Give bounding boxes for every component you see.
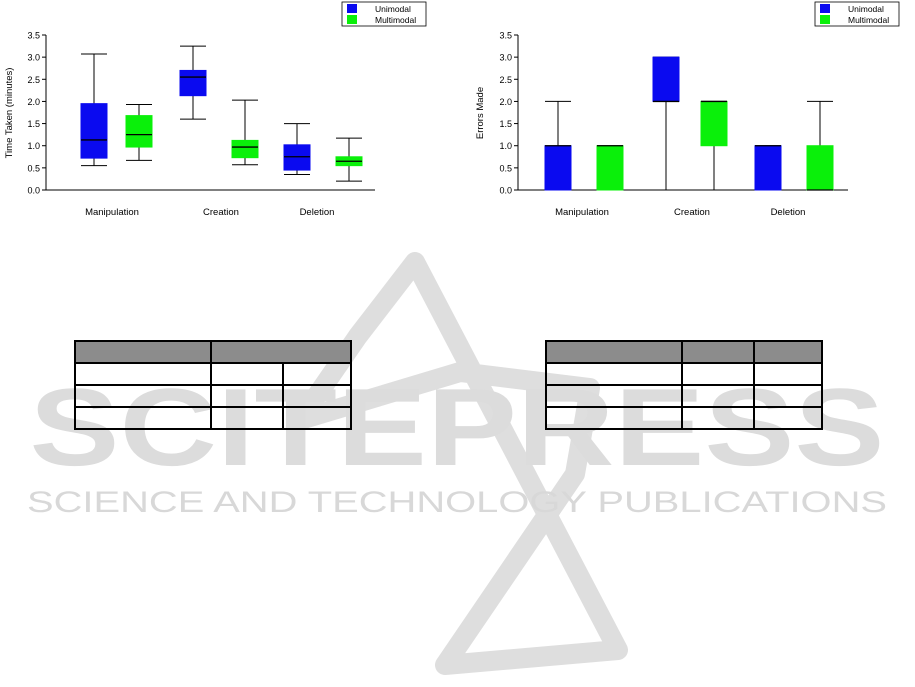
category-label: Deletion	[300, 207, 335, 218]
category-label: Deletion	[771, 207, 806, 218]
table-cell	[74, 406, 212, 430]
box-body	[125, 115, 153, 148]
y-tick-label: 1.0	[499, 141, 512, 151]
category-label: Manipulation	[85, 207, 139, 218]
y-axis-label: Errors Made	[475, 87, 486, 139]
table-cell	[282, 406, 352, 430]
category-label: Creation	[674, 207, 710, 218]
table-cell	[74, 384, 212, 408]
boxplot-chart-2: 0.0 0.5 1.0 1.5 2.0 2.5 3.0 3.5 Errors Made Manip…	[475, 1, 900, 218]
table-cell	[210, 406, 284, 430]
box-body	[700, 100, 728, 147]
box-multimodal-manipulation	[125, 104, 153, 161]
y-tick-label: 3.0	[27, 53, 40, 63]
y-tick-label: 2.0	[27, 97, 40, 107]
y-tick-label: 1.0	[27, 141, 40, 151]
table-header-cell	[210, 340, 352, 364]
box-multimodal-creation	[231, 99, 259, 166]
table-row	[74, 362, 352, 386]
y-tick-label: 1.5	[27, 119, 40, 129]
y-tick-label: 3.0	[499, 53, 512, 63]
watermark-tagline: SCIENCE AND TECHNOLOGY PUBLICATIONS	[27, 486, 887, 519]
y-tick-label: 3.5	[27, 31, 40, 41]
table-cell	[753, 406, 823, 430]
box-body	[80, 103, 108, 159]
y-tick-label: 0.5	[499, 163, 512, 173]
box-body	[652, 56, 680, 102]
category-label: Manipulation	[555, 207, 609, 218]
box-unimodal-manipulation	[544, 100, 572, 191]
legend-label: Unimodal	[375, 4, 411, 14]
table-header-cell	[74, 340, 212, 364]
y-tick-label: 3.5	[499, 31, 512, 41]
category-label: Creation	[203, 207, 239, 218]
table-cell	[753, 384, 823, 408]
y-tick-label: 2.5	[499, 75, 512, 85]
table-cell	[681, 406, 755, 430]
table-cell	[545, 384, 683, 408]
y-axis-label: Time Taken (minutes)	[4, 68, 15, 159]
legend-label: Unimodal	[848, 4, 884, 14]
table-cell	[681, 362, 755, 386]
boxplot-chart-1: 0.0 0.5 1.0 1.5 2.0 2.5 3.0 3.5 Time Taken (minu…	[4, 1, 427, 218]
y-tick-label: 0.0	[499, 186, 512, 196]
box-body	[231, 139, 259, 159]
box-body	[179, 69, 207, 97]
table-cell	[545, 362, 683, 386]
legend-swatch	[347, 15, 357, 24]
legend-swatch	[347, 4, 357, 13]
table-row	[74, 406, 352, 430]
box-multimodal-manipulation	[596, 145, 624, 191]
y-tick-label: 0.5	[27, 163, 40, 173]
legend-swatch	[820, 4, 830, 13]
table-cell	[74, 362, 212, 386]
table-cell	[282, 362, 352, 386]
legend-label: Multimodal	[848, 15, 889, 25]
table-cell	[282, 384, 352, 408]
y-tick-label: 2.0	[499, 97, 512, 107]
box-body	[596, 145, 624, 191]
table-header-cell	[753, 340, 823, 364]
box-unimodal-creation	[652, 56, 680, 191]
table-row	[545, 362, 823, 386]
box-body	[806, 145, 834, 191]
table-cell	[545, 406, 683, 430]
results-table-left	[74, 340, 352, 430]
box-multimodal-deletion	[335, 137, 363, 182]
box-unimodal-creation	[179, 45, 207, 120]
table-cell	[753, 362, 823, 386]
box-unimodal-deletion	[754, 145, 782, 191]
box-multimodal-deletion	[806, 100, 834, 191]
table-cell	[681, 384, 755, 408]
box-body	[754, 145, 782, 191]
table-header-cell	[545, 340, 683, 364]
table-cell	[210, 384, 284, 408]
y-tick-label: 1.5	[499, 119, 512, 129]
table-header-cell	[681, 340, 755, 364]
box-body	[544, 145, 572, 191]
legend-label: Multimodal	[375, 15, 416, 25]
box-multimodal-creation	[700, 100, 728, 191]
box-unimodal-deletion	[283, 123, 311, 175]
table-row	[74, 384, 352, 408]
box-body	[283, 144, 311, 171]
table-row	[545, 384, 823, 408]
y-tick-label: 0.0	[27, 186, 40, 196]
table-cell	[210, 362, 284, 386]
table-row	[545, 406, 823, 430]
y-tick-label: 2.5	[27, 75, 40, 85]
box-unimodal-manipulation	[80, 53, 108, 167]
results-table-right	[545, 340, 823, 430]
legend-swatch	[820, 15, 830, 24]
